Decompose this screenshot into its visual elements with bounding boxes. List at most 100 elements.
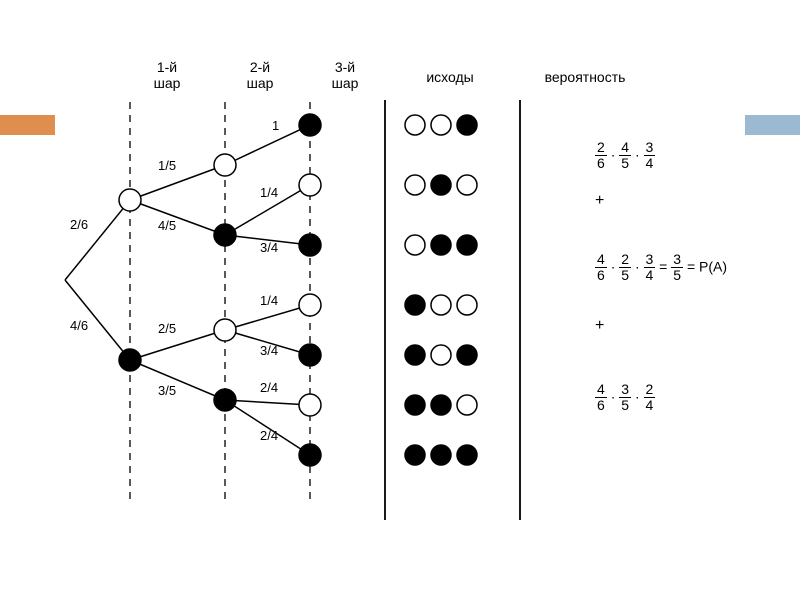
column-header: исходы bbox=[426, 69, 473, 85]
outcome-ball-black bbox=[457, 235, 477, 255]
fraction-denominator: 6 bbox=[595, 156, 607, 171]
outcome-ball-black bbox=[431, 175, 451, 195]
outcome-ball-white bbox=[457, 175, 477, 195]
outcome-ball-white bbox=[405, 235, 425, 255]
fraction: 34 bbox=[644, 252, 656, 284]
edge-probability-label: 2/4 bbox=[260, 428, 278, 443]
fraction-numerator: 4 bbox=[595, 382, 607, 398]
outcome-ball-white bbox=[431, 345, 451, 365]
tree-node-black bbox=[299, 234, 321, 256]
fraction-numerator: 2 bbox=[595, 140, 607, 156]
fraction: 45 bbox=[619, 140, 631, 172]
tree-node-black bbox=[214, 224, 236, 246]
fraction-numerator: 4 bbox=[595, 252, 607, 268]
edge-probability-label: 2/6 bbox=[70, 217, 88, 232]
outcome-ball-white bbox=[431, 295, 451, 315]
outcome-ball-black bbox=[405, 345, 425, 365]
fraction: 34 bbox=[644, 140, 656, 172]
outcome-ball-black bbox=[457, 115, 477, 135]
outcome-ball-white bbox=[457, 295, 477, 315]
edge-probability-label: 1 bbox=[272, 118, 279, 133]
probability-term-3: 46 · 35 · 24 bbox=[595, 382, 655, 414]
equals-result: = P(A) bbox=[687, 259, 727, 275]
left-accent-bar bbox=[0, 115, 55, 135]
column-header: шар bbox=[247, 75, 274, 91]
tree-node-black bbox=[119, 349, 141, 371]
fraction-denominator: 6 bbox=[595, 398, 607, 413]
tree-node-black bbox=[214, 389, 236, 411]
outcome-ball-black bbox=[405, 445, 425, 465]
tree-node-white bbox=[299, 294, 321, 316]
tree-edge bbox=[130, 165, 225, 200]
dot-operator: · bbox=[635, 389, 640, 405]
probability-term-2: 46 · 25 · 34 = 35 = P(A) bbox=[595, 252, 727, 284]
tree-edge bbox=[130, 360, 225, 400]
outcome-ball-black bbox=[431, 445, 451, 465]
tree-node-black bbox=[299, 114, 321, 136]
plus-icon: + bbox=[595, 317, 604, 334]
dot-operator: · bbox=[635, 259, 640, 275]
outcome-ball-black bbox=[431, 395, 451, 415]
tree-node-white bbox=[214, 319, 236, 341]
outcome-ball-black bbox=[457, 345, 477, 365]
fraction-denominator: 5 bbox=[619, 268, 631, 283]
column-header: шар bbox=[332, 75, 359, 91]
tree-node-black bbox=[299, 444, 321, 466]
tree-edge bbox=[130, 200, 225, 235]
fraction: 46 bbox=[595, 252, 607, 284]
outcome-ball-black bbox=[431, 235, 451, 255]
fraction-numerator: 4 bbox=[619, 140, 631, 156]
fraction-denominator: 4 bbox=[644, 156, 656, 171]
fraction-denominator: 6 bbox=[595, 268, 607, 283]
tree-edge bbox=[130, 330, 225, 360]
column-header: шар bbox=[154, 75, 181, 91]
tree-edge bbox=[225, 400, 310, 405]
column-header: 1-й bbox=[157, 59, 177, 75]
edge-probability-label: 2/5 bbox=[158, 321, 176, 336]
dot-operator: · bbox=[611, 147, 616, 163]
probability-tree-diagram: 2/64/61/54/52/53/511/43/41/43/42/42/41-й… bbox=[50, 30, 750, 570]
tree-node-white bbox=[214, 154, 236, 176]
edge-probability-label: 1/4 bbox=[260, 185, 278, 200]
column-header: 2-й bbox=[250, 59, 270, 75]
fraction-denominator: 5 bbox=[671, 268, 683, 283]
fraction-numerator: 2 bbox=[619, 252, 631, 268]
outcome-ball-black bbox=[405, 395, 425, 415]
plus-icon: + bbox=[595, 192, 604, 209]
tree-edge bbox=[225, 125, 310, 165]
edge-probability-label: 4/6 bbox=[70, 318, 88, 333]
edge-probability-label: 1/5 bbox=[158, 158, 176, 173]
outcome-ball-white bbox=[431, 115, 451, 135]
edge-probability-label: 3/4 bbox=[260, 240, 278, 255]
fraction-denominator: 4 bbox=[644, 398, 656, 413]
column-header: вероятность bbox=[545, 69, 626, 85]
tree-edge bbox=[65, 200, 130, 280]
tree-node-white bbox=[119, 189, 141, 211]
tree-edge bbox=[225, 305, 310, 330]
fraction: 26 bbox=[595, 140, 607, 172]
tree-node-black bbox=[299, 344, 321, 366]
outcome-ball-black bbox=[457, 445, 477, 465]
edge-probability-label: 4/5 bbox=[158, 218, 176, 233]
plus-2: + bbox=[595, 317, 604, 335]
fraction: 35 bbox=[619, 382, 631, 414]
plus-1: + bbox=[595, 192, 604, 210]
edge-probability-label: 2/4 bbox=[260, 380, 278, 395]
dot-operator: · bbox=[611, 389, 616, 405]
outcome-ball-black bbox=[405, 295, 425, 315]
fraction-denominator: 5 bbox=[619, 156, 631, 171]
fraction-numerator: 3 bbox=[619, 382, 631, 398]
fraction: 25 bbox=[619, 252, 631, 284]
dot-operator: · bbox=[635, 147, 640, 163]
fraction: 35 bbox=[671, 252, 683, 284]
stage: { "canvas": { "width": 800, "height": 60… bbox=[0, 0, 800, 600]
tree-node-white bbox=[299, 174, 321, 196]
probability-term-1: 26 · 45 · 34 bbox=[595, 140, 655, 172]
right-accent-bar bbox=[745, 115, 800, 135]
fraction: 46 bbox=[595, 382, 607, 414]
fraction-numerator: 3 bbox=[671, 252, 683, 268]
outcome-ball-white bbox=[405, 115, 425, 135]
column-header: 3-й bbox=[335, 59, 355, 75]
fraction-denominator: 4 bbox=[644, 268, 656, 283]
dot-operator: · bbox=[611, 259, 616, 275]
